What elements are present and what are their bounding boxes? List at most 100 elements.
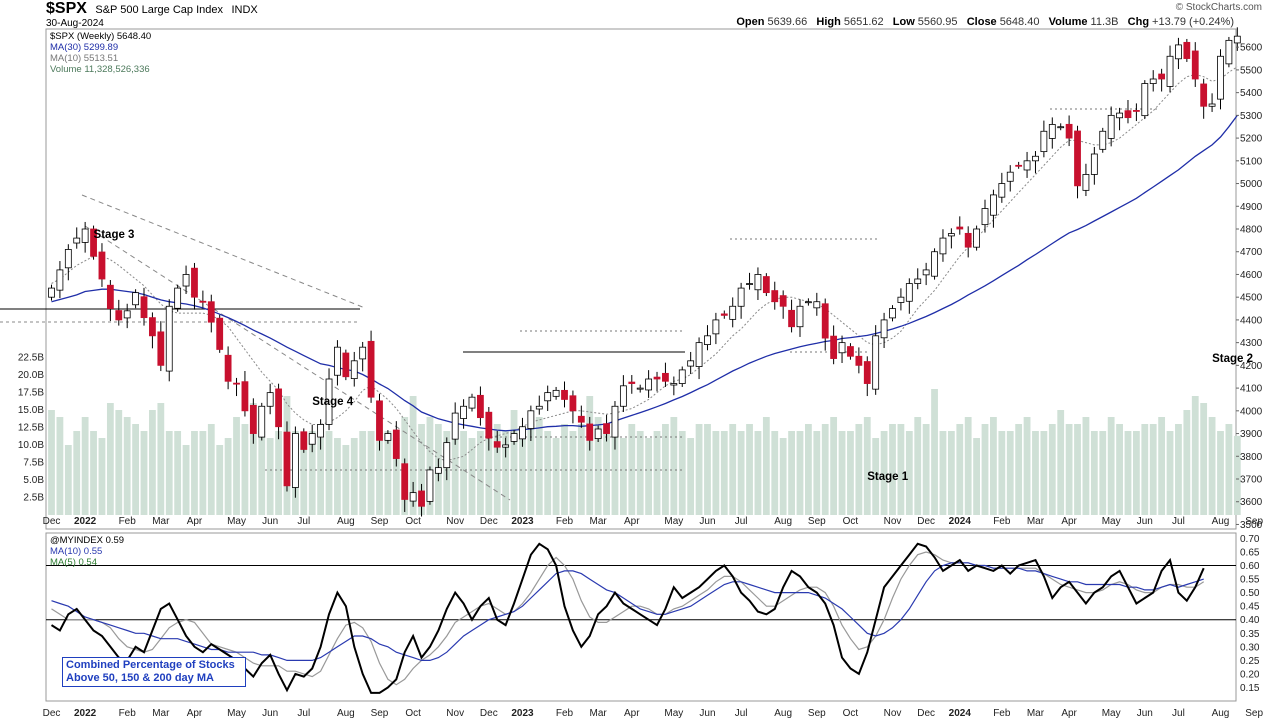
volume-bar: [746, 424, 753, 515]
volume-bar: [1065, 424, 1073, 515]
candle-body: [670, 383, 678, 386]
candle-body: [1107, 114, 1115, 139]
candle-body: [779, 295, 787, 307]
volume-bar: [653, 431, 661, 515]
candle-body: [956, 226, 964, 230]
candle-body: [308, 433, 316, 445]
legend-ma10: MA(10) 5513.51: [50, 53, 119, 64]
candle-body: [258, 405, 266, 438]
candle-body: [342, 352, 350, 378]
volume-bar: [106, 403, 114, 515]
indicator-tick-label: 0.30: [1240, 642, 1260, 653]
volume-bar: [594, 417, 602, 515]
candle-body: [594, 428, 602, 440]
volume-bar: [468, 438, 476, 515]
candle-body: [376, 400, 383, 441]
volume-bar: [199, 431, 207, 515]
legend-spx: $SPX (Weekly) 5648.40: [50, 31, 152, 42]
candle-body: [847, 346, 854, 357]
indicator-tick-label: 0.35: [1240, 629, 1260, 640]
volume-bar: [1082, 417, 1090, 515]
volume-bar: [334, 438, 341, 515]
volume-bar: [897, 424, 905, 515]
volume-bar: [191, 431, 198, 515]
volume-value: 11.3B: [1090, 16, 1119, 28]
candle-body: [527, 410, 535, 429]
candle-body: [216, 317, 224, 350]
price-tick-label: 3800: [1240, 452, 1263, 463]
candle-body: [199, 300, 207, 303]
candle-body: [603, 423, 610, 434]
volume-bar: [981, 424, 989, 515]
x-tick-label: Apr: [624, 516, 640, 527]
volume-bar: [1124, 431, 1132, 515]
volume-bar: [889, 424, 896, 515]
volume-bar: [720, 431, 728, 515]
volume-bar: [561, 424, 568, 515]
volume-bar: [502, 431, 510, 515]
downtrend-line: [81, 194, 366, 309]
volume-bar: [905, 431, 913, 515]
x-tick-label: Nov: [884, 708, 902, 719]
volume-bar: [216, 445, 224, 515]
x-tick-label: Oct: [843, 708, 859, 719]
x-tick-label: 2023: [511, 708, 534, 719]
candle-body: [771, 290, 779, 303]
x-tick-label: Aug: [774, 516, 792, 527]
x-tick-label: Jul: [735, 516, 748, 527]
candle-body: [1023, 160, 1031, 171]
chart-symbol: $SPX S&P 500 Large Cap Index INDX: [46, 0, 258, 18]
price-tick-label: 4000: [1240, 406, 1263, 417]
volume-tick-label: 20.0B: [18, 370, 44, 381]
price-tick-label: 5000: [1240, 179, 1263, 190]
x-tick-label: 2022: [74, 516, 97, 527]
x-tick-label: Jun: [1137, 516, 1153, 527]
candle-body: [233, 382, 240, 385]
x-tick-label: Aug: [1212, 516, 1230, 527]
candle-body: [712, 319, 720, 335]
volume-bar: [611, 431, 619, 515]
volume-bar: [1217, 431, 1224, 515]
volume-bar: [922, 424, 930, 515]
volume-bar: [1149, 424, 1157, 515]
price-tick-label: 5200: [1240, 134, 1263, 145]
volume-bar: [535, 417, 543, 515]
volume-bar: [73, 431, 81, 515]
x-tick-label: Nov: [446, 516, 464, 527]
candle-body: [392, 429, 400, 459]
x-tick-label: Dec: [917, 708, 935, 719]
candle-body: [451, 412, 459, 440]
x-tick-label: 2022: [74, 708, 97, 719]
x-tick-label: Mar: [590, 516, 608, 527]
x-tick-label: Sep: [371, 708, 389, 719]
candle-body: [569, 395, 577, 412]
candle-body: [1006, 171, 1014, 182]
candle-body: [577, 415, 585, 423]
candle-body: [788, 309, 795, 328]
volume-bar: [771, 431, 779, 515]
volume-bar: [805, 424, 812, 515]
candle-body: [687, 360, 695, 367]
volume-bar: [275, 431, 282, 515]
price-tick-label: 4500: [1240, 293, 1263, 304]
volume-bar: [98, 438, 106, 515]
volume-bar: [224, 438, 232, 515]
x-tick-label: Jun: [262, 516, 278, 527]
volume-bar: [1141, 424, 1149, 515]
candle-body: [334, 346, 341, 376]
candle-body: [291, 433, 299, 488]
candle-body: [762, 276, 770, 294]
volume-bar: [165, 431, 173, 515]
volume-label: Volume: [1048, 16, 1088, 28]
candle-body: [106, 284, 114, 309]
candle-body: [662, 372, 669, 382]
volume-bar: [266, 438, 274, 515]
volume-bar: [914, 417, 922, 515]
candle-body: [990, 194, 997, 216]
symbol-name: S&P 500 Large Cap Index: [95, 4, 223, 16]
chart-annotation: Stage 2: [1212, 353, 1253, 365]
volume-bar: [308, 431, 316, 515]
volume-bar: [1166, 431, 1174, 515]
candle-body: [485, 411, 493, 439]
volume-bar: [619, 438, 627, 515]
